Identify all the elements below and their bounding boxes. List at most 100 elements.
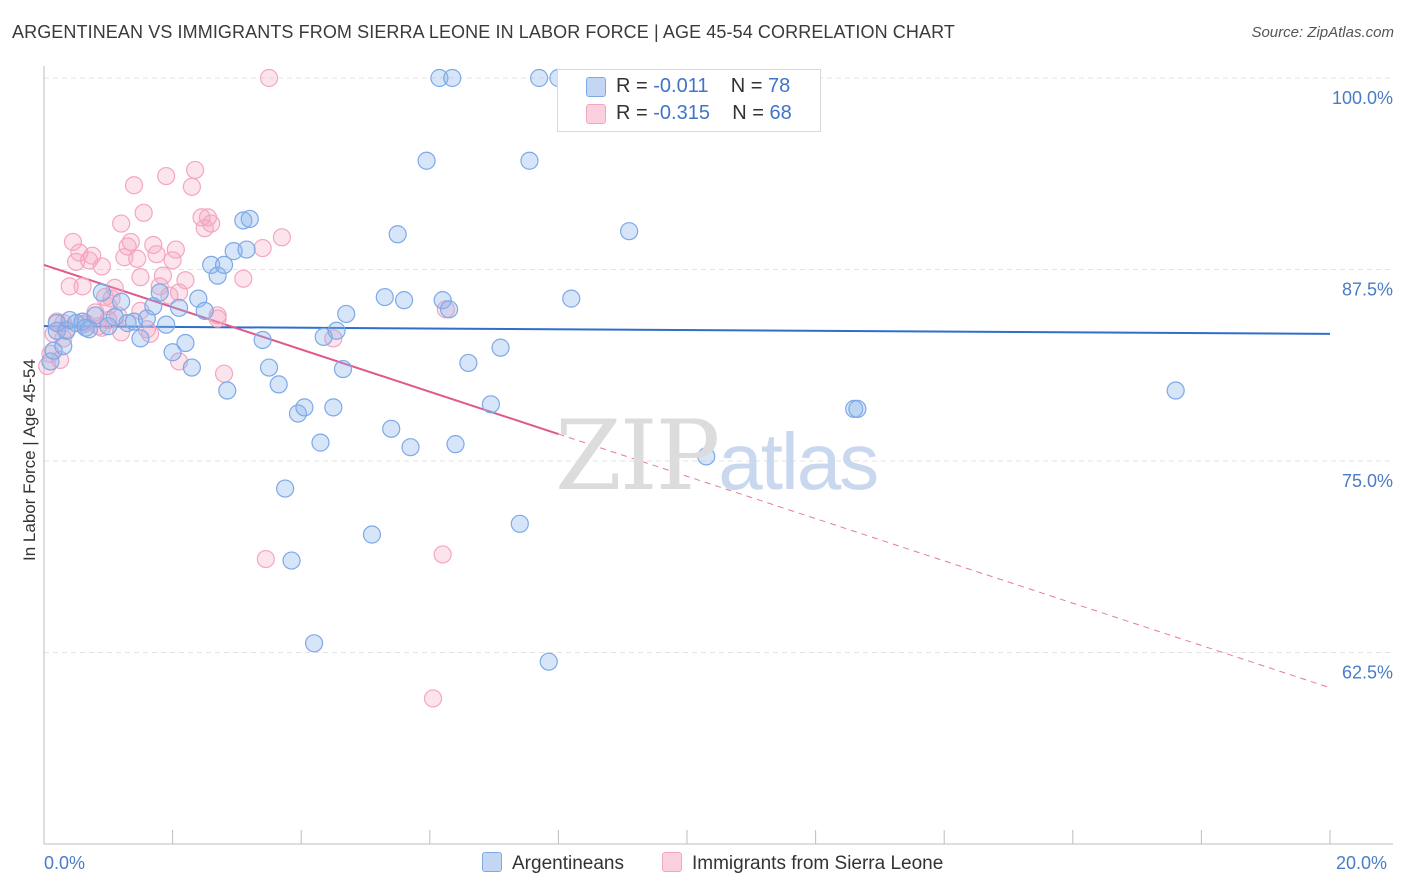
- point-argentineans: [375, 287, 394, 307]
- point-argentineans: [520, 151, 539, 170]
- point-sierra-leone: [131, 268, 150, 287]
- x-tick-max: 20.0%: [1336, 853, 1388, 873]
- point-argentineans: [530, 68, 549, 88]
- legend-row-argentineans: R = -0.011 N = 78: [558, 74, 820, 100]
- legend-row-sierra-leone: R = -0.315 N = 68: [558, 101, 820, 127]
- point-argentineans: [311, 433, 330, 452]
- point-argentineans: [382, 419, 401, 438]
- point-argentineans: [54, 337, 73, 356]
- bottom-legend-swatch-argentineans: [482, 852, 502, 872]
- point-sierra-leone: [182, 177, 201, 196]
- point-argentineans: [282, 551, 301, 570]
- point-sierra-leone: [214, 364, 234, 383]
- point-argentineans: [324, 398, 343, 417]
- bottom-legend-sierra-leone: Immigrants from Sierra Leone: [662, 852, 943, 875]
- point-argentineans: [446, 435, 465, 454]
- point-argentineans: [562, 289, 581, 308]
- point-argentineans: [112, 292, 131, 311]
- legend-swatch-argentineans: [586, 77, 606, 97]
- point-argentineans: [430, 68, 449, 88]
- point-argentineans: [481, 395, 500, 414]
- legend-swatch-sierra-leone: [586, 104, 606, 124]
- point-argentineans: [337, 304, 356, 324]
- point-argentineans: [99, 317, 118, 336]
- point-argentineans: [214, 255, 234, 275]
- trend-lines: [43, 263, 1331, 689]
- point-argentineans: [253, 330, 272, 350]
- point-argentineans: [433, 291, 452, 310]
- point-argentineans: [539, 652, 558, 671]
- y-tick-label: 62.5%: [1342, 663, 1393, 683]
- point-argentineans: [218, 381, 237, 400]
- point-sierra-leone: [157, 166, 176, 186]
- y-tick-label: 100.0%: [1332, 88, 1393, 108]
- point-argentineans: [195, 301, 214, 320]
- source-label: Source: ZipAtlas.com: [1251, 24, 1394, 41]
- point-argentineans: [295, 398, 314, 417]
- data-points: [38, 68, 1185, 708]
- point-sierra-leone: [259, 68, 279, 88]
- bottom-legend-label: Immigrants from Sierra Leone: [692, 853, 944, 874]
- point-sierra-leone: [163, 251, 182, 270]
- zipatlas-watermark: ZIPatlas: [555, 400, 879, 512]
- point-argentineans: [44, 341, 63, 360]
- point-sierra-leone: [134, 203, 153, 222]
- point-sierra-leone: [140, 324, 160, 343]
- point-sierra-leone: [124, 176, 144, 195]
- point-argentineans: [327, 321, 346, 340]
- point-sierra-leone: [153, 266, 173, 285]
- point-sierra-leone: [147, 245, 166, 264]
- legend-n-value: 78: [767, 75, 791, 97]
- y-tick-label: 75.0%: [1342, 471, 1393, 491]
- point-argentineans: [169, 298, 189, 317]
- point-sierra-leone: [234, 269, 253, 288]
- point-sierra-leone: [73, 277, 92, 296]
- point-sierra-leone: [169, 283, 189, 302]
- point-argentineans: [208, 266, 227, 285]
- point-argentineans: [118, 314, 137, 333]
- point-argentineans: [401, 438, 420, 457]
- gridlines: [44, 77, 1393, 653]
- point-argentineans: [41, 352, 60, 371]
- point-sierra-leone: [272, 228, 292, 247]
- point-argentineans: [92, 283, 111, 302]
- point-argentineans: [1166, 381, 1185, 400]
- point-argentineans: [443, 68, 462, 88]
- point-argentineans: [848, 399, 867, 419]
- point-sierra-leone: [202, 214, 221, 233]
- legend-r-value: -0.011: [653, 75, 709, 97]
- point-sierra-leone: [150, 277, 169, 296]
- point-sierra-leone: [63, 232, 83, 252]
- point-argentineans: [459, 353, 478, 373]
- trend-line-sierra-leone-extension: [558, 433, 1331, 689]
- point-argentineans: [176, 333, 195, 353]
- watermark-atlas: atlas: [718, 417, 879, 506]
- point-sierra-leone: [195, 219, 214, 238]
- trend-line-argentineans: [43, 325, 1331, 335]
- legend-r-value: -0.315: [653, 102, 710, 124]
- x-tick-min: 0.0%: [44, 853, 86, 873]
- point-sierra-leone: [112, 214, 131, 233]
- point-sierra-leone: [92, 257, 111, 276]
- point-argentineans: [202, 255, 221, 275]
- point-argentineans: [237, 240, 256, 259]
- y-tick-label: 87.5%: [1342, 280, 1393, 300]
- trend-line-sierra-leone: [43, 263, 559, 435]
- point-sierra-leone: [166, 240, 185, 259]
- point-argentineans: [269, 375, 288, 394]
- watermark-zip: ZIP: [555, 400, 720, 512]
- point-sierra-leone: [256, 549, 275, 569]
- axes: [43, 66, 1393, 845]
- legend-n-value: 68: [769, 102, 792, 124]
- point-sierra-leone: [121, 232, 140, 252]
- chart-title: ARGENTINEAN VS IMMIGRANTS FROM SIERRA LE…: [12, 22, 955, 42]
- bottom-legend-argentineans: Argentineans: [482, 852, 624, 875]
- point-argentineans: [240, 209, 259, 229]
- point-argentineans: [276, 479, 295, 498]
- point-sierra-leone: [60, 277, 79, 296]
- point-argentineans: [131, 329, 150, 348]
- legend-r-label: R =: [616, 75, 654, 97]
- point-argentineans: [510, 514, 529, 533]
- point-argentineans: [697, 447, 716, 466]
